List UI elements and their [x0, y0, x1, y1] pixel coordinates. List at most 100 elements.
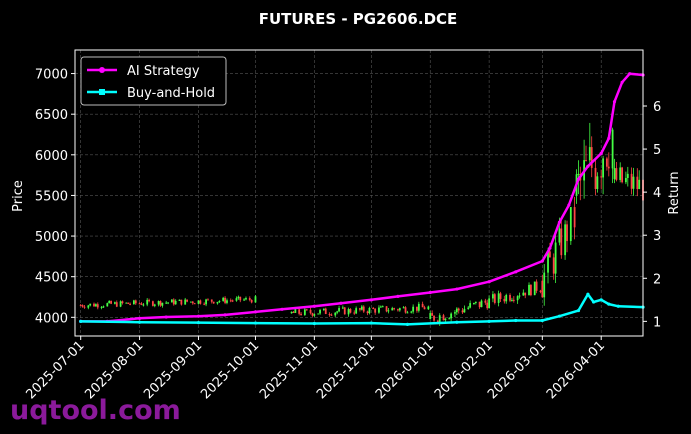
candle-body — [229, 300, 232, 302]
series-point-ai-strategy — [514, 270, 518, 274]
candle-body — [328, 314, 331, 316]
y2-tick-label: 2 — [653, 272, 661, 287]
candle-body — [115, 302, 118, 307]
candle-body — [172, 299, 175, 305]
legend-marker-buy-and-hold — [99, 89, 105, 95]
candle-body — [210, 299, 213, 302]
candle-body — [216, 301, 219, 304]
candle-body — [186, 299, 188, 302]
series-point-buy-and-hold — [312, 321, 316, 326]
x-axis: 2025-07-012025-08-012025-09-012025-10-01… — [23, 336, 608, 402]
series-point-buy-and-hold — [557, 314, 562, 318]
series-point-ai-strategy — [567, 203, 571, 207]
candle-body — [602, 158, 605, 178]
candle-body — [87, 305, 90, 308]
candle-body — [518, 295, 521, 297]
candle-body — [341, 307, 344, 309]
candle-body — [480, 300, 483, 308]
candle-body — [560, 228, 563, 256]
candle-body — [110, 301, 112, 304]
candle-body — [322, 308, 325, 311]
candle-body — [165, 302, 168, 304]
candle-body — [161, 302, 164, 306]
candle-body — [309, 309, 312, 314]
series-point-ai-strategy — [628, 72, 632, 76]
series-point-buy-and-hold — [487, 319, 491, 323]
y2-tick-label: 1 — [653, 315, 661, 330]
candle-body — [102, 306, 105, 308]
candle-body — [94, 304, 97, 307]
candle-body — [503, 298, 506, 302]
candle-body — [473, 302, 475, 304]
y-tick-label: 5000 — [35, 230, 68, 245]
x-tick-label: 2025-12-01 — [314, 338, 378, 402]
candle-body — [324, 308, 327, 315]
candle-body — [189, 301, 192, 303]
candle-body — [207, 299, 209, 301]
candle-body — [543, 272, 546, 298]
candle-body — [235, 298, 238, 301]
candle-body — [436, 320, 439, 323]
candle-body — [549, 251, 551, 258]
series-point-buy-and-hold — [616, 304, 620, 308]
y-tick-label: 6500 — [35, 108, 68, 123]
candle-body — [303, 309, 306, 315]
candle-body — [313, 314, 316, 316]
series-point-ai-strategy — [548, 246, 552, 250]
candle-body — [558, 228, 561, 243]
series-point-buy-and-hold — [607, 302, 611, 306]
candle-body — [463, 308, 466, 313]
candle-body — [197, 300, 200, 304]
candle-body — [222, 297, 225, 301]
candle-body — [239, 296, 242, 301]
candle-body — [417, 303, 420, 311]
candle-body — [330, 314, 333, 316]
candle-body — [416, 306, 418, 311]
candle-body — [362, 306, 365, 312]
candle-body — [564, 224, 567, 256]
legend: AI Strategy Buy-and-Hold — [80, 56, 227, 106]
candle-body — [125, 302, 128, 304]
series-point-ai-strategy — [223, 313, 227, 317]
candle-body — [381, 306, 384, 308]
y2-tick-label: 6 — [653, 100, 661, 115]
candle-body — [621, 167, 624, 183]
candle-body — [347, 309, 350, 315]
candle-body — [231, 300, 234, 302]
candle-body — [292, 311, 295, 313]
candle-body — [355, 308, 358, 314]
candle-body — [619, 167, 622, 180]
candle-body — [474, 301, 477, 303]
candle-body — [349, 309, 352, 313]
candle-body — [193, 303, 196, 305]
candle-body — [393, 308, 396, 310]
candle-body — [79, 305, 82, 307]
legend-label-buy-and-hold: Buy-and-Hold — [127, 86, 215, 101]
candle-body — [180, 299, 183, 305]
candle-body — [606, 158, 608, 167]
series-point-buy-and-hold — [592, 300, 596, 304]
candle-body — [512, 299, 515, 301]
candle-body — [224, 297, 226, 303]
chart-title: FUTURES - PG2606.DCE — [259, 10, 458, 28]
series-point-ai-strategy — [280, 307, 284, 311]
candle-body — [433, 315, 435, 321]
candle-body — [359, 308, 361, 310]
candle-body — [497, 293, 500, 303]
candle-body — [455, 308, 458, 313]
candle-body — [406, 312, 409, 314]
candle-body — [442, 315, 445, 321]
candle-body — [368, 307, 371, 314]
candle-body — [454, 312, 456, 314]
series-point-ai-strategy — [253, 310, 258, 314]
candle-body — [398, 308, 401, 311]
candle-body — [121, 301, 124, 304]
candle-body — [539, 290, 542, 292]
series-point-ai-strategy — [339, 301, 343, 305]
candle-body — [298, 309, 301, 314]
candle-body — [488, 298, 491, 309]
candle-body — [499, 293, 502, 299]
candle-body — [566, 224, 568, 242]
series-point-ai-strategy — [455, 287, 459, 291]
